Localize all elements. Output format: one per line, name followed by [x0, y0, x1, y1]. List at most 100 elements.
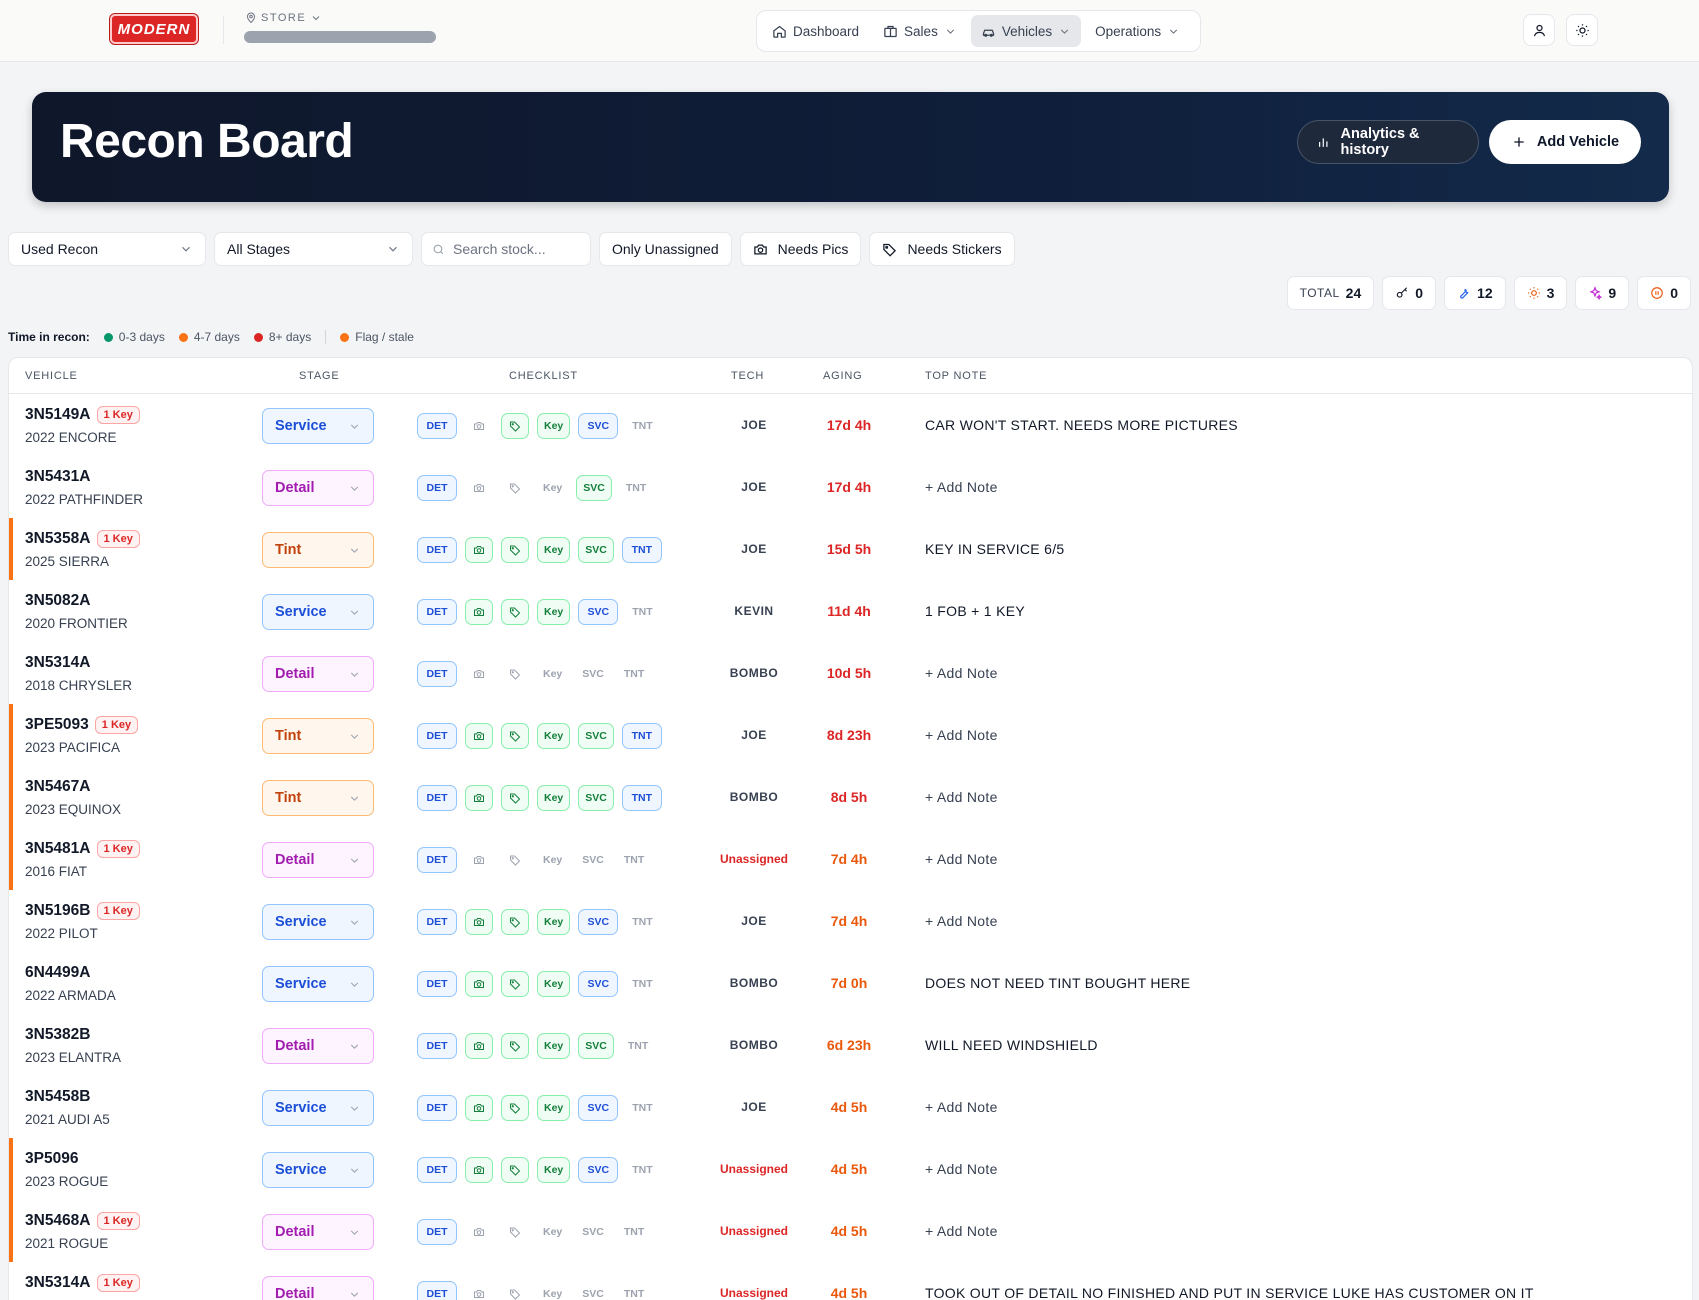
tech-assignee[interactable]: BOMBO	[729, 976, 779, 990]
top-note[interactable]: CAR WON'T START. NEEDS MORE PICTURES	[925, 417, 1238, 433]
stage-select[interactable]: Detail	[262, 842, 374, 878]
checklist-det[interactable]: DET	[417, 661, 457, 687]
tech-assignee[interactable]: JOE	[741, 480, 767, 494]
tag-icon[interactable]	[501, 599, 529, 625]
vehicle-stock[interactable]: 3N5196B 1 Key	[25, 902, 140, 920]
checklist-det[interactable]: DET	[417, 1157, 457, 1183]
checklist-svc[interactable]: SVC	[582, 1288, 604, 1300]
checklist-det[interactable]: DET	[417, 599, 457, 625]
checklist-key[interactable]: Key	[537, 1157, 571, 1183]
tag-icon[interactable]	[501, 1219, 529, 1245]
vehicle-stock[interactable]: 3N5358A 1 Key	[25, 530, 140, 548]
camera-icon[interactable]	[465, 475, 493, 501]
stage-select[interactable]: Detail	[262, 1276, 374, 1300]
stock-number[interactable]: 3N5149A	[25, 406, 91, 423]
needs-stickers-button[interactable]: Needs Stickers	[869, 232, 1015, 266]
nav-sales[interactable]: Sales	[873, 15, 967, 47]
checklist-svc[interactable]: SVC	[578, 599, 619, 625]
vehicle-stock[interactable]: 3N5468A 1 Key	[25, 1212, 140, 1230]
checklist-tnt[interactable]: TNT	[621, 537, 662, 563]
stock-number[interactable]: 3N5431A	[25, 468, 91, 485]
camera-icon[interactable]	[465, 537, 493, 563]
stage-select[interactable]: Tint	[262, 780, 374, 816]
table-row[interactable]: 3N5382B 2023 ELANTRA Detail DET Key SVC TNT BOM…	[9, 1014, 1692, 1076]
stat-total[interactable]: TOTAL 24	[1286, 276, 1375, 310]
checklist-svc[interactable]: SVC	[578, 413, 619, 439]
checklist-svc[interactable]: SVC	[582, 1226, 604, 1238]
camera-icon[interactable]	[465, 971, 493, 997]
checklist-det[interactable]: DET	[417, 1095, 457, 1121]
tag-icon[interactable]	[501, 475, 529, 501]
checklist-det[interactable]: DET	[417, 971, 457, 997]
checklist-det[interactable]: DET	[417, 723, 457, 749]
checklist-svc[interactable]: SVC	[578, 1095, 619, 1121]
tag-icon[interactable]	[501, 723, 529, 749]
stage-select[interactable]: Service	[262, 1090, 374, 1126]
checklist-det[interactable]: DET	[417, 909, 457, 935]
checklist-tnt[interactable]: TNT	[625, 482, 647, 494]
checklist-tnt[interactable]: TNT	[621, 723, 662, 749]
tech-assignee[interactable]: Unassigned	[719, 1162, 788, 1176]
checklist-svc[interactable]: SVC	[576, 475, 612, 501]
camera-icon[interactable]	[465, 1033, 493, 1059]
table-row[interactable]: 3N5358A 1 Key 2025 SIERRA Tint DET Key SVC TNT J…	[9, 518, 1692, 580]
stat-service[interactable]: 12	[1444, 276, 1506, 310]
checklist-tnt[interactable]: TNT	[621, 785, 662, 811]
col-vehicle[interactable]: VEHICLE	[25, 370, 78, 382]
vehicle-stock[interactable]: 3N5082A	[25, 592, 91, 610]
camera-icon[interactable]	[465, 1219, 493, 1245]
stage-select[interactable]: Service	[262, 408, 374, 444]
stage-select[interactable]: Detail	[262, 470, 374, 506]
checklist-svc[interactable]: SVC	[578, 1033, 614, 1059]
vehicle-stock[interactable]: 6N4499A	[25, 964, 91, 982]
tech-assignee[interactable]: JOE	[741, 542, 767, 556]
theme-toggle-button[interactable]	[1566, 14, 1598, 46]
col-stage[interactable]: STAGE	[299, 370, 340, 382]
tech-assignee[interactable]: BOMBO	[729, 790, 779, 804]
checklist-key[interactable]: Key	[543, 854, 563, 866]
stage-select[interactable]: Detail	[262, 656, 374, 692]
brand-logo[interactable]: MODERN	[110, 14, 198, 44]
table-row[interactable]: 3N5196B 1 Key 2022 PILOT Service DET Key SVC TN…	[9, 890, 1692, 952]
vehicle-stock[interactable]: 3N5467A	[25, 778, 91, 796]
checklist-tnt[interactable]: TNT	[623, 1288, 645, 1300]
vehicle-stock[interactable]: 3N5382B	[25, 1026, 91, 1044]
vehicle-stock[interactable]: 3N5149A 1 Key	[25, 406, 140, 424]
stage-select[interactable]: All Stages	[214, 232, 413, 266]
top-note[interactable]: DOES NOT NEED TINT BOUGHT HERE	[925, 975, 1191, 991]
tech-assignee[interactable]: BOMBO	[729, 1038, 779, 1052]
camera-icon[interactable]	[465, 1095, 493, 1121]
tag-icon[interactable]	[501, 661, 529, 687]
col-aging[interactable]: AGING	[823, 370, 863, 382]
top-note[interactable]: + Add Note	[925, 479, 998, 495]
checklist-det[interactable]: DET	[417, 1033, 457, 1059]
checklist-key[interactable]: Key	[537, 1033, 571, 1059]
stock-number[interactable]: 6N4499A	[25, 964, 91, 981]
checklist-svc[interactable]: SVC	[578, 723, 614, 749]
checklist-svc[interactable]: SVC	[578, 971, 619, 997]
tech-assignee[interactable]: JOE	[741, 418, 767, 432]
nav-vehicles[interactable]: Vehicles	[970, 15, 1082, 47]
stock-number[interactable]: 3N5358A	[25, 530, 91, 547]
stage-select[interactable]: Service	[262, 904, 374, 940]
checklist-key[interactable]: Key	[537, 909, 571, 935]
checklist-tnt[interactable]: TNT	[632, 606, 653, 618]
checklist-det[interactable]: DET	[417, 475, 457, 501]
tag-icon[interactable]	[501, 785, 529, 811]
checklist-key[interactable]: Key	[543, 668, 563, 680]
checklist-det[interactable]: DET	[417, 785, 457, 811]
col-tech[interactable]: TECH	[731, 370, 765, 382]
top-note[interactable]: WILL NEED WINDSHIELD	[925, 1037, 1098, 1053]
tag-icon[interactable]	[501, 847, 529, 873]
tag-icon[interactable]	[501, 413, 529, 439]
stage-select[interactable]: Tint	[262, 532, 374, 568]
stage-select[interactable]: Service	[262, 1152, 374, 1188]
checklist-key[interactable]: Key	[537, 599, 571, 625]
checklist-svc[interactable]: SVC	[578, 785, 614, 811]
col-top-note[interactable]: TOP NOTE	[925, 370, 988, 382]
camera-icon[interactable]	[465, 909, 493, 935]
stock-number[interactable]: 3PE5093	[25, 716, 89, 733]
only-unassigned-button[interactable]: Only Unassigned	[599, 232, 732, 266]
stock-number[interactable]: 3N5382B	[25, 1026, 91, 1043]
vehicle-stock[interactable]: 3N5481A 1 Key	[25, 840, 140, 858]
